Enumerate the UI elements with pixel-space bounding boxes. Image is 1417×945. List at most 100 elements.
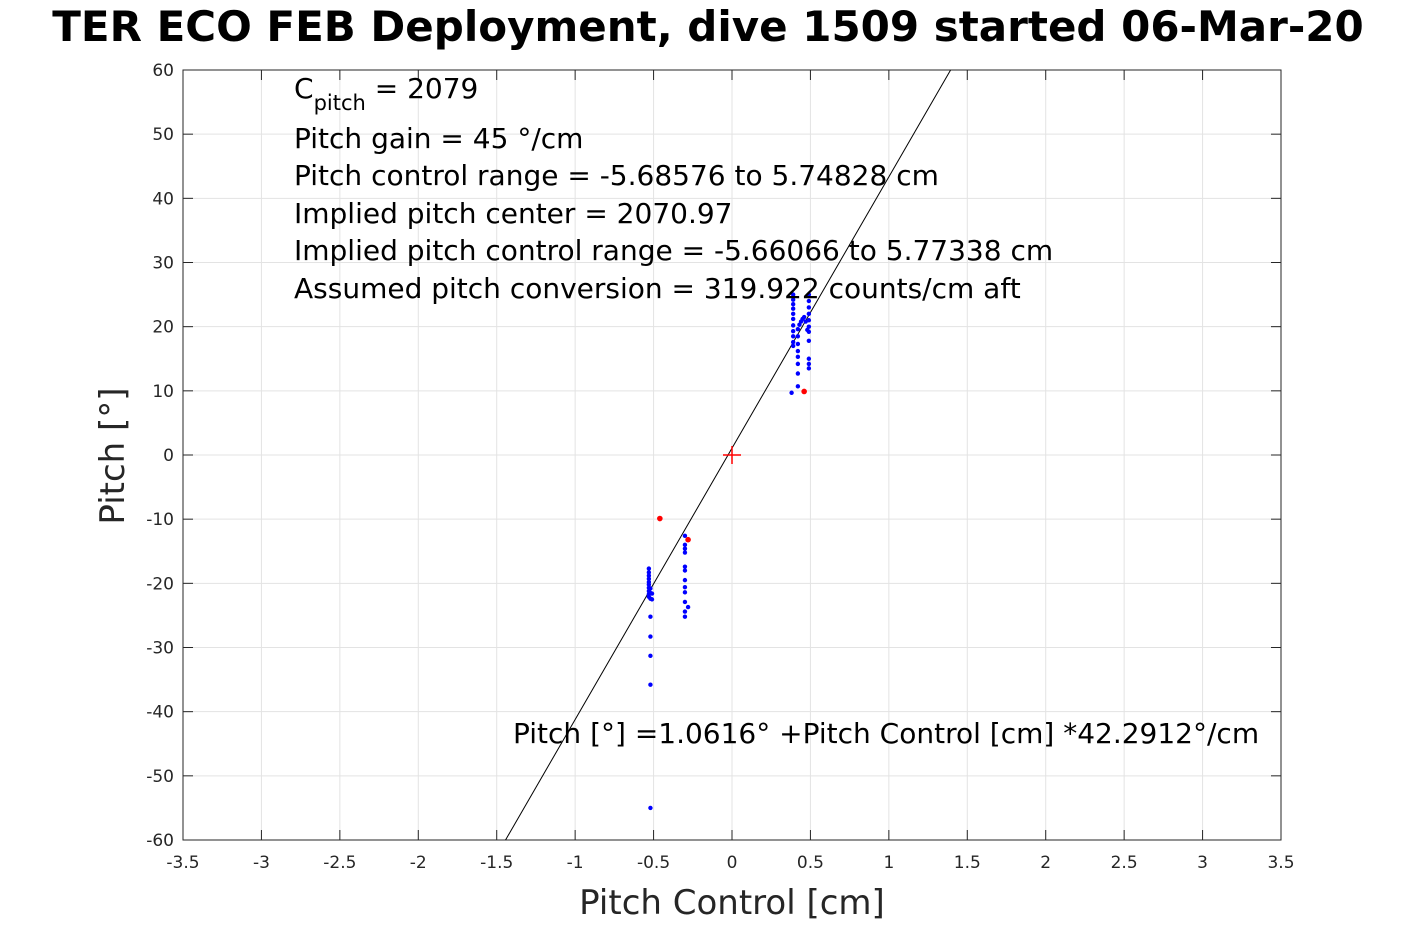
data-point [648,614,653,619]
x-tick-label: -1.5 [480,853,513,873]
data-point [682,542,688,548]
x-tick-label: -2 [410,853,427,873]
data-point [790,306,796,311]
data-point [646,582,652,587]
data-point [648,653,653,659]
data-point [795,361,801,367]
y-tick-label: -30 [146,639,174,659]
assumed-pitch-conversion-annotation: Assumed pitch conversion = 319.922 count… [294,272,1021,305]
data-point [795,341,801,347]
data-point [648,586,653,591]
data-point [806,338,812,343]
data-point [682,546,688,551]
data-point [682,564,688,569]
data-point [682,577,688,583]
x-tick-label: 1 [883,853,894,873]
data-point [649,597,655,602]
data-point [648,805,653,811]
axis-ticks: -3.5 -3 -2.5 -2 -1.5 -1 -0.5 0 0.5 1 1.5 2 2.5 3 3.5 -6… [146,61,1294,873]
data-point [806,318,812,323]
data-point [806,329,812,334]
pitch-gain-annotation: Pitch gain = 45 °/cm [294,122,583,155]
implied-pitch-control-range-annotation: Implied pitch control range = -5.66066 t… [294,234,1053,267]
y-tick-label: 50 [152,125,174,145]
data-point [790,302,796,307]
data-point [806,324,812,329]
y-tick-label: -60 [146,831,174,851]
x-tick-label: 3 [1197,853,1208,873]
x-tick-label: 0.5 [797,853,824,873]
data-point [646,573,652,578]
x-tick-label: 1.5 [954,853,981,873]
data-point [685,536,691,543]
data-point [648,682,653,687]
x-tick-label: -3.5 [166,853,199,873]
data-point [795,334,801,339]
data-point [806,366,812,371]
data-point [790,297,796,302]
y-tick-label: -10 [146,510,174,530]
data-point [806,361,812,367]
y-tick-label: 10 [152,382,174,402]
x-tick-label: 2 [1040,853,1051,873]
data-point [682,614,688,619]
y-tick-label: 20 [152,318,174,338]
data-point [682,533,688,539]
data-point [682,590,688,595]
data-point [682,550,688,555]
x-tick-label: -2.5 [323,853,356,873]
data-point [790,343,796,349]
data-point [801,314,807,320]
data-point [795,327,801,332]
data-point [646,570,652,575]
data-point [646,566,652,571]
y-tick-label: 40 [152,189,174,209]
data-point [795,371,801,376]
data-point [657,515,663,522]
data-point [795,348,801,354]
data-point [790,339,796,345]
data-point [795,354,801,360]
c-pitch-annotation: Cpitch = 2079 [294,72,478,115]
data-point [789,390,794,395]
data-point [790,328,796,334]
x-tick-label: 2.5 [1111,853,1138,873]
x-axis-label: Pitch Control [cm] [579,883,885,923]
data-points [646,292,812,811]
data-point [646,576,652,582]
data-point [682,568,688,573]
c-pitch-symbol: C [294,72,314,105]
y-tick-label: -20 [146,574,174,594]
data-point [682,609,688,614]
y-axis-label: Pitch [°] [93,387,133,524]
data-point [790,316,796,322]
x-tick-label: 0 [727,853,738,873]
x-tick-label: -3 [253,853,270,873]
data-point [790,334,796,339]
x-tick-label: -0.5 [637,853,670,873]
data-point [795,384,801,389]
pitch-control-range-annotation: Pitch control range = -5.68576 to 5.7482… [294,159,939,192]
data-point [806,305,812,310]
y-tick-label: 30 [152,254,174,274]
y-tick-label: 0 [163,446,174,466]
data-point [682,584,688,590]
data-point [648,634,653,639]
c-pitch-value: = 2079 [366,72,479,105]
data-point [806,298,812,304]
x-tick-label: 3.5 [1267,853,1294,873]
fit-equation-annotation: Pitch [°] =1.0616° +Pitch Control [cm] *… [513,717,1259,750]
chart-title: TER ECO FEB Deployment, dive 1509 starte… [52,2,1364,51]
x-tick-label: -1 [567,853,584,873]
data-point [806,356,812,361]
data-point [806,292,812,297]
data-point [790,292,796,297]
c-pitch-subscript: pitch [314,91,366,115]
center-marker-group [723,446,741,464]
data-point [806,311,812,317]
data-point [801,388,807,395]
data-point [649,591,655,596]
y-tick-label: 60 [152,61,174,81]
implied-pitch-center-annotation: Implied pitch center = 2070.97 [294,197,732,230]
